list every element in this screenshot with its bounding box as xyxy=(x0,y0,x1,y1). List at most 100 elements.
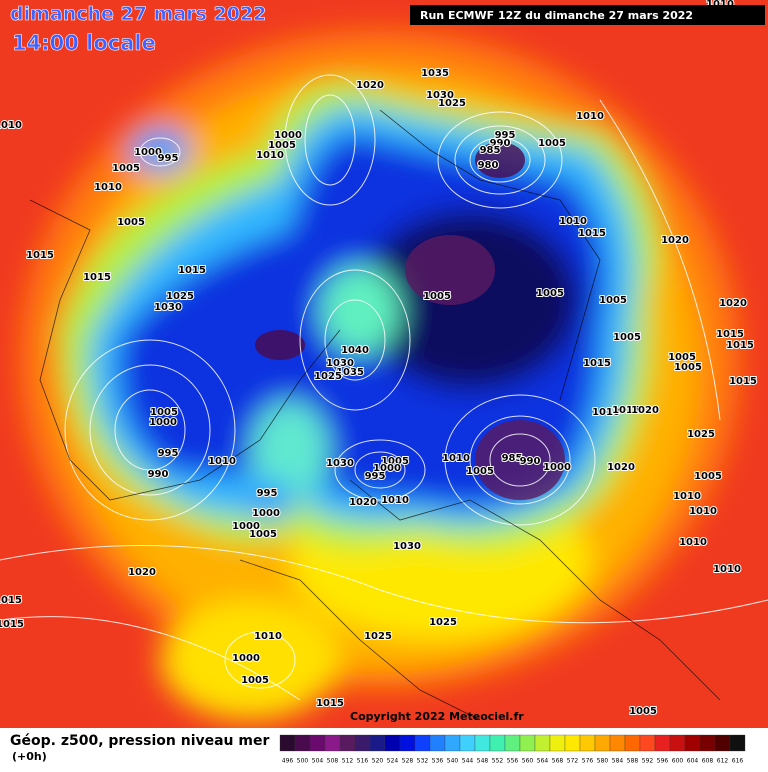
isobar-label: 1015 xyxy=(0,595,22,606)
legend-label: 608 xyxy=(702,758,714,765)
run-info: Run ECMWF 12Z du dimanche 27 mars 2022 xyxy=(420,9,693,22)
legend-swatch xyxy=(489,734,506,752)
isobar-label: 1030 xyxy=(154,302,182,313)
legend-swatch xyxy=(549,734,566,752)
isobar-label: 990 xyxy=(520,456,541,467)
legend-label: 508 xyxy=(327,758,339,765)
isobar-label: 1005 xyxy=(249,529,277,540)
legend-swatch xyxy=(534,734,551,752)
legend-swatch xyxy=(684,734,701,752)
legend-swatch xyxy=(294,734,311,752)
isobar-label: 1005 xyxy=(668,352,696,363)
isobar-label: 1005 xyxy=(694,471,722,482)
isobar-label: 1000 xyxy=(373,463,401,474)
legend-swatch xyxy=(669,734,686,752)
isobar-label: 1010 xyxy=(679,537,707,548)
legend-swatch xyxy=(369,734,386,752)
legend-swatch xyxy=(324,734,341,752)
isobar-label: 995 xyxy=(365,471,386,482)
legend-swatch xyxy=(384,734,401,752)
isobar-label: 1010 xyxy=(673,491,701,502)
isobar-label: 1015 xyxy=(83,272,111,283)
isobar-label: 1025 xyxy=(364,631,392,642)
isobar-label: 1000 xyxy=(232,653,260,664)
isobar-label: 1010 xyxy=(592,407,620,418)
isobar-label: 1005 xyxy=(268,140,296,151)
isobar-label: 1015 xyxy=(316,698,344,709)
isobar-label: 1020 xyxy=(607,462,635,473)
legend-label: 512 xyxy=(342,758,354,765)
isobar-label: 1025 xyxy=(438,98,466,109)
isobar-label: 1020 xyxy=(631,405,659,416)
time: 14:00 locale xyxy=(12,31,156,55)
isobar-label: 1005 xyxy=(466,466,494,477)
legend-swatch xyxy=(624,734,641,752)
legend-label: 616 xyxy=(732,758,744,765)
legend-label: 588 xyxy=(627,758,639,765)
isobar-label: 1025 xyxy=(687,429,715,440)
legend-label: 560 xyxy=(522,758,534,765)
legend-label: 500 xyxy=(297,758,309,765)
isobar-label: 1020 xyxy=(128,567,156,578)
isobar-label: 1015 xyxy=(583,358,611,369)
isobar-label: 1020 xyxy=(349,497,377,508)
isobar-label: 1015 xyxy=(26,250,54,261)
isobar-label: 1025 xyxy=(314,371,342,382)
legend-label: 520 xyxy=(372,758,384,765)
legend-swatch xyxy=(474,734,491,752)
isobar-label: 985 xyxy=(502,453,523,464)
isobar-label: 1010 xyxy=(0,120,22,131)
isobar-label: 1010 xyxy=(689,506,717,517)
isobar-label: 1010 xyxy=(94,182,122,193)
isobar-label: 1000 xyxy=(134,147,162,158)
isobar-label: 1005 xyxy=(241,675,269,686)
legend-label: 544 xyxy=(462,758,474,765)
isobar-label: 1015 xyxy=(726,340,754,351)
legend-swatch xyxy=(714,734,731,752)
isobar-label: 1005 xyxy=(112,163,140,174)
legend-label: 540 xyxy=(447,758,459,765)
legend-swatch xyxy=(699,734,716,752)
isobar-label: 1030 xyxy=(393,541,421,552)
isobar-label: 1005 xyxy=(538,138,566,149)
isobar-label: 1000 xyxy=(232,521,260,532)
legend-swatch xyxy=(504,734,521,752)
legend-swatch xyxy=(399,734,416,752)
isobar-label: 1010 xyxy=(559,216,587,227)
legend-swatch xyxy=(579,734,596,752)
isobar-label: 1005 xyxy=(150,407,178,418)
legend-label: 556 xyxy=(507,758,519,765)
legend-label: 536 xyxy=(432,758,444,765)
isobar-label: 1005 xyxy=(599,295,627,306)
isobar-label: 995 xyxy=(158,153,179,164)
isobar-label: 1010 xyxy=(713,564,741,575)
isobar-label: 1015 xyxy=(716,329,744,340)
isobar-label: 1035 xyxy=(421,68,449,79)
isobar-label: 1005 xyxy=(674,362,702,373)
isobar-label: 1020 xyxy=(356,80,384,91)
isobar-label: 1005 xyxy=(613,332,641,343)
isobars xyxy=(0,74,768,701)
isobar-label: 1020 xyxy=(719,298,747,309)
isobar-label: 1015 xyxy=(578,228,606,239)
legend-label: 504 xyxy=(312,758,324,765)
isobar-label: 995 xyxy=(495,130,516,141)
legend-swatch xyxy=(339,734,356,752)
isobar-label: 1000 xyxy=(252,508,280,519)
legend-label: 592 xyxy=(642,758,654,765)
isobar-label: 990 xyxy=(490,138,511,149)
isobar-label: 985 xyxy=(480,145,501,156)
legend-label: 552 xyxy=(492,758,504,765)
isobar-label: 980 xyxy=(478,160,499,171)
legend-label: 600 xyxy=(672,758,684,765)
legend-label: 548 xyxy=(477,758,489,765)
legend-label: 584 xyxy=(612,758,624,765)
isobar-label: 1000 xyxy=(149,417,177,428)
legend-label: 596 xyxy=(657,758,669,765)
isobar-label: 1015 xyxy=(178,265,206,276)
copyright: Copyright 2022 Meteociel.fr xyxy=(350,710,524,723)
isobar-label: 1035 xyxy=(336,367,364,378)
legend-swatch xyxy=(729,734,746,752)
isobar-label: 1000 xyxy=(543,462,571,473)
